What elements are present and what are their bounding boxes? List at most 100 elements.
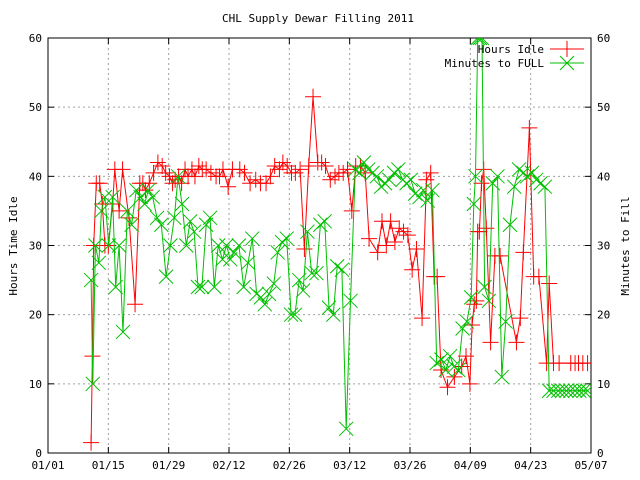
- data-point: [391, 162, 406, 177]
- data-point: [166, 210, 182, 226]
- data-point: [219, 238, 234, 253]
- data-point: [274, 154, 291, 171]
- data-point: [438, 362, 454, 378]
- x-tick-label: 04/23: [514, 459, 547, 472]
- data-point: [210, 238, 226, 253]
- data-point: [412, 189, 427, 205]
- data-point: [274, 234, 290, 250]
- data-point: [338, 421, 354, 437]
- data-point: [466, 196, 482, 212]
- data-point: [124, 217, 139, 233]
- y-tick-label: 40: [29, 170, 42, 183]
- series-line: [90, 38, 588, 429]
- data-point: [236, 279, 252, 295]
- data-point: [530, 268, 547, 285]
- data-point: [537, 179, 553, 195]
- y-tick-label: 50: [29, 101, 42, 114]
- data-point: [339, 161, 356, 178]
- data-point: [88, 238, 103, 253]
- data-point: [554, 383, 570, 399]
- data-point: [145, 189, 161, 205]
- data-point: [309, 265, 324, 281]
- data-point: [506, 179, 522, 195]
- data-point: [83, 272, 99, 288]
- x-tick-label: 01/15: [92, 459, 125, 472]
- data-point: [97, 189, 113, 205]
- data-point: [231, 161, 248, 178]
- y-tick-label: 60: [29, 32, 42, 45]
- data-point: [182, 213, 198, 229]
- data-point: [474, 38, 490, 46]
- data-point: [226, 245, 242, 260]
- y-tick-label: 30: [29, 240, 42, 253]
- y-axis-label: Hours Time Idle: [7, 196, 20, 295]
- data-point: [524, 165, 540, 181]
- data-point: [215, 251, 230, 267]
- data-point: [360, 162, 376, 177]
- data-point: [300, 224, 315, 240]
- data-point: [470, 38, 486, 46]
- data-point: [329, 258, 345, 274]
- y-tick-label: 20: [29, 309, 42, 322]
- data-point: [414, 310, 431, 327]
- series-1: [83, 38, 591, 437]
- data-point: [253, 290, 269, 305]
- data-point: [473, 175, 490, 192]
- data-point: [127, 296, 144, 313]
- data-point: [137, 196, 152, 212]
- data-point: [511, 162, 527, 177]
- data-point: [422, 164, 439, 181]
- data-point: [186, 168, 203, 185]
- x-tick-label: 01/01: [31, 459, 64, 472]
- data-point: [429, 355, 445, 371]
- y-tick-label: 0: [35, 447, 42, 460]
- y-tick-label: 10: [29, 378, 42, 391]
- data-point: [386, 165, 402, 181]
- data-point: [178, 238, 194, 253]
- data-point: [386, 234, 403, 251]
- data-point: [283, 307, 299, 323]
- data-point: [391, 220, 408, 237]
- data-point: [141, 182, 156, 198]
- data-point: [471, 223, 488, 240]
- data-point: [468, 168, 483, 184]
- y2-tick-label: 30: [597, 240, 610, 253]
- data-point: [119, 203, 135, 219]
- data-point: [287, 164, 304, 181]
- legend-label: Minutes to FULL: [445, 57, 545, 70]
- data-point: [304, 265, 320, 281]
- data-point: [404, 261, 421, 278]
- data-point: [94, 203, 109, 219]
- data-point: [399, 227, 416, 244]
- data-point: [115, 324, 131, 340]
- data-point: [321, 300, 337, 316]
- data-point: [190, 279, 206, 295]
- data-point: [343, 293, 358, 309]
- data-point: [459, 314, 475, 329]
- data-point: [266, 276, 282, 291]
- data-point: [271, 161, 288, 178]
- data-point: [163, 238, 178, 253]
- data-point: [356, 155, 372, 170]
- data-point: [420, 193, 436, 208]
- data-point: [137, 182, 154, 199]
- y2-tick-label: 60: [597, 32, 610, 45]
- data-point: [541, 275, 558, 292]
- data-point: [91, 175, 108, 192]
- data-point: [334, 262, 350, 278]
- data-point: [546, 383, 561, 399]
- data-point: [580, 383, 591, 399]
- data-point: [446, 368, 463, 385]
- data-point: [111, 202, 128, 219]
- data-point: [287, 307, 303, 323]
- data-point: [295, 283, 311, 298]
- data-point: [270, 245, 286, 260]
- data-point: [279, 231, 295, 246]
- data-point: [482, 334, 499, 351]
- data-point: [300, 157, 317, 174]
- data-point: [395, 223, 412, 240]
- data-point: [211, 168, 228, 185]
- data-point: [108, 279, 124, 295]
- data-point: [322, 171, 339, 188]
